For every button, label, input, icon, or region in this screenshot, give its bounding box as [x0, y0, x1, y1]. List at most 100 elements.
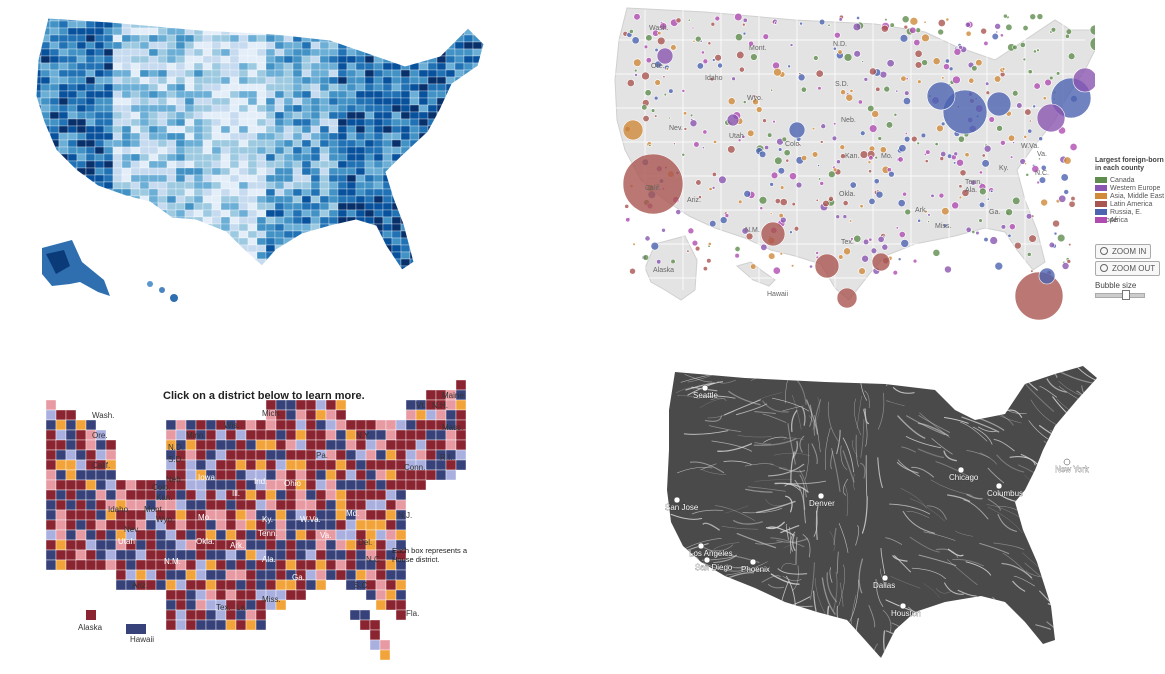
district-box[interactable]: [185, 419, 197, 431]
district-box[interactable]: [235, 499, 247, 511]
county-bubble[interactable]: [875, 190, 884, 199]
district-box[interactable]: [375, 449, 387, 461]
county-bubble[interactable]: [1027, 69, 1033, 75]
district-box[interactable]: [235, 429, 247, 441]
county-bubble[interactable]: [811, 127, 816, 131]
district-box[interactable]: [235, 549, 247, 561]
district-box[interactable]: [85, 509, 97, 521]
county-bubble[interactable]: [648, 143, 652, 147]
county-bubble[interactable]: [1001, 67, 1006, 71]
district-box[interactable]: [75, 469, 87, 481]
district-box[interactable]: [285, 559, 297, 571]
district-box[interactable]: [255, 539, 267, 551]
county-bubble[interactable]: [626, 79, 635, 87]
county-bubble[interactable]: [819, 181, 825, 186]
district-box[interactable]: [295, 559, 307, 571]
district-box[interactable]: [275, 449, 287, 461]
county-bubble[interactable]: [654, 60, 662, 69]
district-box[interactable]: [325, 469, 337, 481]
district-box[interactable]: [385, 509, 397, 521]
district-box[interactable]: [45, 549, 57, 561]
county-bubble[interactable]: [750, 53, 758, 61]
district-box[interactable]: [205, 599, 217, 611]
district-box[interactable]: [245, 579, 257, 591]
county-bubble[interactable]: [745, 232, 754, 241]
district-box[interactable]: [275, 569, 287, 581]
district-box[interactable]: [375, 469, 387, 481]
county-bubble[interactable]: [861, 60, 865, 63]
district-box[interactable]: [55, 479, 67, 491]
district-box[interactable]: [185, 599, 197, 611]
county-bubble[interactable]: [834, 31, 841, 39]
district-box[interactable]: [385, 459, 397, 471]
district-box[interactable]: [175, 599, 187, 611]
district-box[interactable]: [415, 419, 427, 431]
district-box[interactable]: [415, 449, 427, 461]
county-bubble[interactable]: [701, 146, 705, 150]
county-bubble[interactable]: [849, 219, 853, 223]
district-box[interactable]: [375, 499, 387, 511]
district-box[interactable]: [225, 459, 237, 471]
county-bubble[interactable]: [752, 94, 757, 98]
county-bubble[interactable]: [736, 50, 745, 60]
district-box[interactable]: [355, 489, 367, 501]
district-box[interactable]: [385, 599, 397, 611]
district-box[interactable]: [215, 509, 227, 521]
county-bubble[interactable]: [1060, 173, 1069, 182]
county-bubble[interactable]: [662, 75, 666, 79]
county-bubble[interactable]: [654, 47, 659, 53]
county-bubble[interactable]: [633, 68, 638, 73]
county-bubble[interactable]: [789, 43, 794, 47]
bubble-size-slider[interactable]: [1095, 290, 1145, 300]
district-box[interactable]: [235, 589, 247, 601]
district-box[interactable]: [355, 439, 367, 451]
county-bubble[interactable]: [889, 22, 895, 28]
district-box[interactable]: [95, 559, 107, 571]
district-box[interactable]: [405, 479, 417, 491]
district-box[interactable]: [225, 439, 237, 451]
district-box[interactable]: [375, 519, 387, 531]
county-bubble[interactable]: [1028, 119, 1032, 123]
district-box[interactable]: [115, 549, 127, 561]
county-bubble[interactable]: [937, 19, 946, 27]
district-box[interactable]: [145, 559, 157, 571]
district-box[interactable]: [405, 429, 417, 441]
district-box[interactable]: [395, 529, 407, 541]
county-bubble[interactable]: [904, 208, 912, 216]
district-box[interactable]: [95, 489, 107, 501]
county-bubble[interactable]: [820, 123, 827, 130]
district-box[interactable]: [295, 589, 307, 601]
district-box[interactable]: [455, 449, 467, 461]
county-bubble[interactable]: [1031, 165, 1040, 173]
district-box[interactable]: [245, 569, 257, 581]
district-box[interactable]: [315, 539, 327, 551]
district-box[interactable]: [405, 399, 417, 411]
district-box[interactable]: [75, 499, 87, 511]
county-bubble[interactable]: [632, 242, 636, 246]
district-box[interactable]: [335, 479, 347, 491]
district-box[interactable]: [365, 509, 377, 521]
county-bubble[interactable]: [772, 119, 776, 124]
district-box[interactable]: [205, 439, 217, 451]
district-box[interactable]: [195, 589, 207, 601]
district-box[interactable]: [245, 489, 257, 501]
district-box[interactable]: [75, 559, 87, 571]
county-bubble[interactable]: [837, 49, 843, 55]
district-box[interactable]: [385, 489, 397, 501]
district-box[interactable]: [305, 409, 317, 421]
district-box[interactable]: [105, 539, 117, 551]
district-box[interactable]: [215, 619, 227, 631]
district-box[interactable]: [235, 469, 247, 481]
county-bubble[interactable]: [653, 95, 659, 101]
district-box[interactable]: [325, 409, 337, 421]
district-box[interactable]: [195, 599, 207, 611]
county-bubble[interactable]: [687, 227, 695, 235]
county-bubble[interactable]: [871, 110, 880, 118]
district-box[interactable]: [305, 469, 317, 481]
district-box[interactable]: [335, 459, 347, 471]
district-box[interactable]: [205, 499, 217, 511]
county-bubble[interactable]: [633, 13, 641, 21]
district-box[interactable]: [245, 529, 257, 541]
county-bubble[interactable]: [800, 86, 807, 93]
district-box[interactable]: [155, 569, 167, 581]
